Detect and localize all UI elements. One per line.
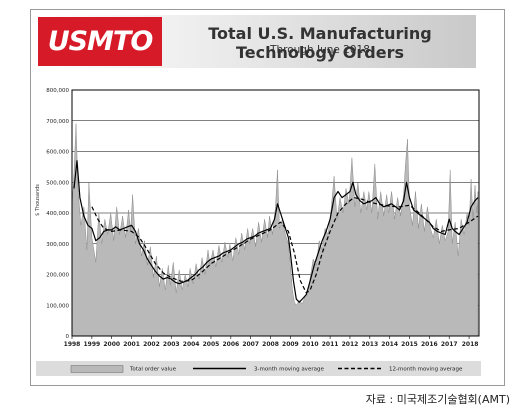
source-note: 자료 : 미국제조기술협회(AMT) [365,393,510,406]
x-tick-label: 2009 [282,341,299,348]
chart-title: Total U.S. Manufacturing Technology Orde… [208,24,432,62]
y-tick-label: 200,000 [46,273,69,279]
axes [71,90,479,339]
line-3-month-average [73,160,479,303]
x-tick-label: 2007 [242,341,259,348]
x-tick-label: 2013 [361,341,378,348]
x-tick-label: 2006 [222,341,239,348]
y-tick-label: 700,000 [46,119,69,125]
legend-swatch-total-order-value [70,365,124,373]
legend-label-3-month-average: 3-month moving average [254,367,324,373]
y-tick-label: 600,000 [46,150,69,156]
x-tick-label: 2016 [421,341,438,348]
x-tick-label: 2001 [123,341,140,348]
area-total-order-value [71,123,479,337]
series-3-month-average [73,160,479,303]
x-tick-label: 2018 [462,341,479,348]
y-tick-label: 400,000 [46,211,69,217]
x-tick-label: 1999 [84,341,101,348]
series-total-order-value [71,123,479,337]
x-tick-label: 2010 [302,341,319,348]
x-tick-label: 2012 [342,341,359,348]
x-tick-label: 2008 [262,341,279,348]
x-tick-label: 1998 [64,341,81,348]
usmto-logo: USMTO [38,17,162,66]
x-tick-label: 2014 [381,341,398,348]
x-tick-label: 2015 [401,341,418,348]
y-axis-label: $ Thousands [35,184,41,216]
x-tick-label: 2003 [163,341,180,348]
y-tick-labels: 0 100,000 200,000 300,000 400,000 500,000 600,… [46,88,69,340]
legend-label-total-order-value: Total order value [129,367,177,373]
y-tick-label: 300,000 [46,242,69,248]
legend-bar [36,361,481,376]
x-tick-label: 2004 [183,341,200,348]
y-tick-label: 500,000 [46,180,69,186]
y-tick-label: 800,000 [46,88,69,94]
legend-label-12-month-average: 12-month moving average [389,367,463,373]
y-tick-label: 100,000 [46,303,69,309]
x-tick-label: 2000 [103,341,120,348]
chart-subtitle: Through June 2018 [270,44,370,56]
x-tick-labels: 1998 1999 2000 2001 2002 2003 2004 2005 2006 2007… [64,341,479,348]
logo-text: USMTO [47,26,154,57]
x-tick-label: 2017 [441,341,458,348]
x-tick-label: 2005 [203,341,220,348]
x-tick-label: 2002 [143,341,160,348]
x-tick-label: 2011 [322,341,339,348]
y-tick-label: 0 [66,334,70,340]
legend: Total order value 3-month moving average 1… [70,365,463,373]
